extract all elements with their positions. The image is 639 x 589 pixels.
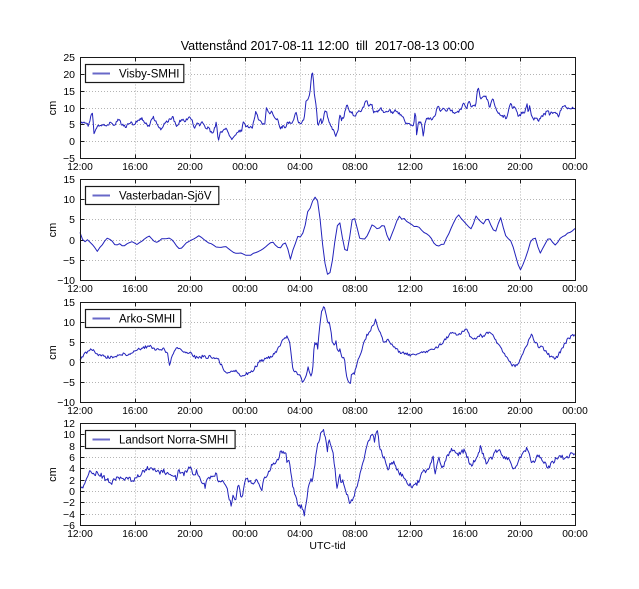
svg-text:−6: −6 xyxy=(63,520,75,532)
svg-text:16:00: 16:00 xyxy=(122,284,148,295)
svg-text:cm: cm xyxy=(47,467,59,482)
svg-text:20:00: 20:00 xyxy=(177,406,203,417)
svg-text:04:00: 04:00 xyxy=(287,162,313,173)
svg-text:20:00: 20:00 xyxy=(177,284,203,295)
svg-text:25: 25 xyxy=(63,52,75,64)
svg-text:16:00: 16:00 xyxy=(122,162,148,173)
svg-text:12:00: 12:00 xyxy=(397,162,423,173)
svg-text:00:00: 00:00 xyxy=(562,406,588,417)
svg-text:00:00: 00:00 xyxy=(232,406,258,417)
svg-text:5: 5 xyxy=(69,214,75,226)
svg-text:20:00: 20:00 xyxy=(507,406,533,417)
svg-text:−5: −5 xyxy=(63,255,75,267)
svg-text:12:00: 12:00 xyxy=(67,529,93,540)
svg-text:20: 20 xyxy=(63,69,75,81)
svg-text:16:00: 16:00 xyxy=(122,406,148,417)
svg-text:Vasterbadan-SjöV: Vasterbadan-SjöV xyxy=(119,191,212,203)
svg-text:04:00: 04:00 xyxy=(287,284,313,295)
svg-text:Vattenstånd 2017-08-11 12:00: Vattenstånd 2017-08-11 12:00 till 2017-0… xyxy=(181,39,475,53)
svg-text:5: 5 xyxy=(69,119,75,131)
svg-text:20:00: 20:00 xyxy=(177,529,203,540)
svg-text:Landsort Norra-SMHI: Landsort Norra-SMHI xyxy=(119,435,228,447)
svg-text:4: 4 xyxy=(69,463,75,475)
svg-text:08:00: 08:00 xyxy=(342,162,368,173)
svg-text:10: 10 xyxy=(63,317,75,329)
svg-text:00:00: 00:00 xyxy=(232,284,258,295)
svg-text:−5: −5 xyxy=(63,153,75,165)
svg-text:2: 2 xyxy=(69,475,75,487)
svg-text:16:00: 16:00 xyxy=(452,162,478,173)
svg-text:5: 5 xyxy=(69,337,75,349)
svg-text:10: 10 xyxy=(63,194,75,206)
svg-text:20:00: 20:00 xyxy=(507,529,533,540)
svg-text:12:00: 12:00 xyxy=(67,284,93,295)
svg-text:00:00: 00:00 xyxy=(562,284,588,295)
svg-text:12:00: 12:00 xyxy=(397,284,423,295)
svg-text:10: 10 xyxy=(63,429,75,441)
svg-text:Arko-SMHI: Arko-SMHI xyxy=(119,314,175,326)
svg-text:04:00: 04:00 xyxy=(287,529,313,540)
svg-text:12:00: 12:00 xyxy=(397,529,423,540)
svg-text:0: 0 xyxy=(69,136,75,148)
svg-text:−5: −5 xyxy=(63,377,75,389)
svg-text:cm: cm xyxy=(47,223,59,238)
svg-text:20:00: 20:00 xyxy=(507,162,533,173)
svg-text:UTC-tid: UTC-tid xyxy=(309,540,345,552)
svg-text:08:00: 08:00 xyxy=(342,406,368,417)
svg-text:04:00: 04:00 xyxy=(287,406,313,417)
svg-text:00:00: 00:00 xyxy=(562,162,588,173)
svg-text:−10: −10 xyxy=(57,275,75,287)
svg-text:10: 10 xyxy=(63,103,75,115)
svg-text:16:00: 16:00 xyxy=(452,529,478,540)
svg-text:6: 6 xyxy=(69,452,75,464)
svg-text:00:00: 00:00 xyxy=(232,162,258,173)
svg-text:20:00: 20:00 xyxy=(507,284,533,295)
svg-text:00:00: 00:00 xyxy=(232,529,258,540)
svg-text:cm: cm xyxy=(47,345,59,360)
svg-text:15: 15 xyxy=(63,86,75,98)
svg-text:0: 0 xyxy=(69,486,75,498)
svg-text:8: 8 xyxy=(69,441,75,453)
svg-text:16:00: 16:00 xyxy=(452,406,478,417)
svg-text:20:00: 20:00 xyxy=(177,162,203,173)
svg-text:0: 0 xyxy=(69,235,75,247)
svg-text:15: 15 xyxy=(63,297,75,309)
svg-text:−4: −4 xyxy=(63,509,75,521)
svg-text:08:00: 08:00 xyxy=(342,284,368,295)
svg-text:16:00: 16:00 xyxy=(122,529,148,540)
svg-text:00:00: 00:00 xyxy=(562,529,588,540)
svg-text:12: 12 xyxy=(63,418,75,430)
svg-text:−2: −2 xyxy=(63,497,75,509)
svg-text:−10: −10 xyxy=(57,397,75,409)
svg-text:12:00: 12:00 xyxy=(67,406,93,417)
svg-text:cm: cm xyxy=(47,101,59,116)
svg-text:12:00: 12:00 xyxy=(397,406,423,417)
svg-text:0: 0 xyxy=(69,357,75,369)
svg-text:Visby-SMHI: Visby-SMHI xyxy=(119,69,180,81)
svg-text:15: 15 xyxy=(63,174,75,186)
svg-text:16:00: 16:00 xyxy=(452,284,478,295)
svg-text:12:00: 12:00 xyxy=(67,162,93,173)
svg-text:08:00: 08:00 xyxy=(342,529,368,540)
